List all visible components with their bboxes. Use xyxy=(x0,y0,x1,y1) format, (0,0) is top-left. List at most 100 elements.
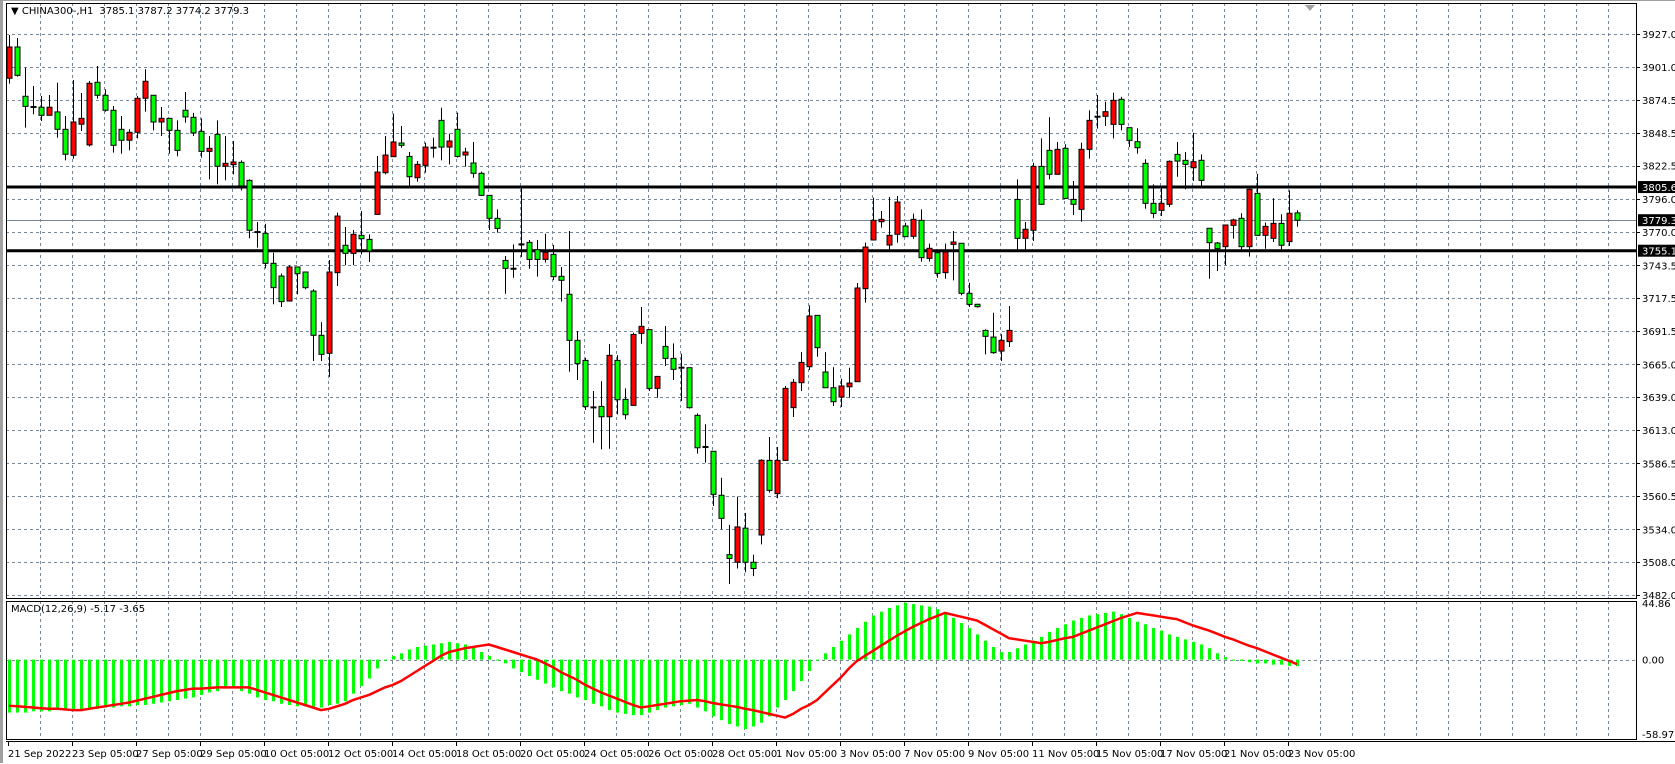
candle-body-bull xyxy=(231,162,236,165)
macd-histogram-bar xyxy=(184,660,187,699)
macd-histogram-bar xyxy=(968,628,971,660)
candle-body-bull xyxy=(415,164,420,177)
macd-histogram-bar xyxy=(944,613,947,660)
candle-body-bull xyxy=(855,288,860,382)
candle xyxy=(39,96,44,121)
high-value: 3787.2 xyxy=(138,6,173,17)
candle xyxy=(943,244,948,279)
macd-histogram-bar xyxy=(296,660,299,707)
candle-body-bear xyxy=(167,118,172,130)
macd-histogram-bar xyxy=(1112,612,1115,660)
candle xyxy=(1239,213,1244,251)
macd-histogram-bar xyxy=(112,660,115,708)
candle-body-bull xyxy=(911,219,916,236)
candle-body-bull xyxy=(71,122,76,155)
candle xyxy=(903,223,908,237)
candle xyxy=(1255,174,1260,235)
macd-histogram-bar xyxy=(528,660,531,676)
time-tick-label: 21 Nov 05:00 xyxy=(1224,749,1291,760)
time-tick-label: 11 Nov 05:00 xyxy=(1032,749,1099,760)
macd-histogram-bar xyxy=(960,623,963,660)
candle-body-bear xyxy=(479,173,484,195)
candle-body-bull xyxy=(463,152,468,155)
macd-histogram-bar xyxy=(816,660,819,661)
candle xyxy=(207,136,212,179)
candle-body-bear xyxy=(1279,223,1284,245)
macd-tick-label: -58.97 xyxy=(1642,730,1674,741)
candle xyxy=(415,161,420,182)
candle-body-bull xyxy=(1159,203,1164,210)
candle xyxy=(543,234,548,263)
candle xyxy=(471,142,476,178)
collapse-triangle-icon[interactable]: ▼ xyxy=(11,6,19,17)
candle xyxy=(55,83,60,138)
candle-body-bear xyxy=(719,495,724,518)
candle xyxy=(279,274,284,307)
candle-body-bear xyxy=(711,451,716,494)
candle xyxy=(719,478,724,530)
candle xyxy=(495,209,500,232)
macd-histogram-bar xyxy=(976,634,979,659)
candle-body-bear xyxy=(199,131,204,151)
macd-histogram-bar xyxy=(1184,639,1187,659)
candle-body-bear xyxy=(23,96,28,106)
macd-histogram-bar xyxy=(512,660,515,669)
candle xyxy=(1119,97,1124,130)
candle-body-bear xyxy=(15,47,20,75)
candle-body-bear xyxy=(935,253,940,274)
candle xyxy=(439,108,444,161)
candle-body-bear xyxy=(1239,218,1244,246)
candle-body-bear xyxy=(919,220,924,257)
candle xyxy=(367,234,372,262)
candle xyxy=(503,256,508,294)
macd-histogram-bar xyxy=(824,653,827,659)
candle-body-bull xyxy=(423,147,428,165)
candle xyxy=(1143,159,1148,208)
candle xyxy=(535,240,540,277)
candle-body-bear xyxy=(671,358,676,369)
candle-body-bear xyxy=(623,399,628,414)
macd-histogram-bar xyxy=(728,660,731,724)
low-value: 3774.2 xyxy=(176,6,211,17)
candle xyxy=(63,116,68,160)
candle-body-bear xyxy=(1199,160,1204,180)
candle xyxy=(1111,93,1116,139)
macd-histogram-bar xyxy=(72,660,75,710)
candle-body-bear xyxy=(263,233,268,263)
price-chart[interactable]: 3927.03901.03874.53848.53822.53796.03770… xyxy=(3,1,1675,764)
candle xyxy=(527,240,532,269)
macd-histogram-bar xyxy=(344,660,347,702)
candle-body-bull xyxy=(1263,226,1268,235)
macd-histogram-bar xyxy=(720,660,723,721)
level-price-label: 3755.1 xyxy=(1642,247,1675,258)
macd-histogram-bar xyxy=(352,660,355,694)
macd-histogram-bar xyxy=(1088,615,1091,659)
candle xyxy=(23,68,28,128)
candle-body-bull xyxy=(1191,162,1196,168)
candle-body-bull xyxy=(791,382,796,407)
candle xyxy=(751,555,756,576)
time-tick-label: 23 Sep 05:00 xyxy=(72,749,139,760)
macd-histogram-bar xyxy=(1192,642,1195,660)
candle-body-bear xyxy=(111,110,116,145)
price-tick-label: 3770.0 xyxy=(1642,228,1675,239)
candle-body-bull xyxy=(799,362,804,382)
candle-body-bull xyxy=(1231,220,1236,225)
candle xyxy=(159,107,164,136)
time-tick-label: 15 Nov 05:00 xyxy=(1096,749,1163,760)
candle-body-bull xyxy=(7,47,12,78)
candle xyxy=(911,214,916,239)
candle-body-bear xyxy=(183,110,188,117)
candle-body-bear xyxy=(1039,166,1044,204)
candle xyxy=(167,118,172,153)
chart-shift-marker-icon[interactable] xyxy=(1305,5,1315,11)
macd-histogram-bar xyxy=(848,634,851,659)
candle-body-bear xyxy=(967,293,972,304)
candle xyxy=(807,305,812,370)
candle-body-bear xyxy=(1119,99,1124,124)
price-tick-label: 3613.0 xyxy=(1642,426,1675,437)
candle xyxy=(183,92,188,123)
macd-histogram-bar xyxy=(1248,660,1251,663)
candle-body-bull xyxy=(879,219,884,221)
